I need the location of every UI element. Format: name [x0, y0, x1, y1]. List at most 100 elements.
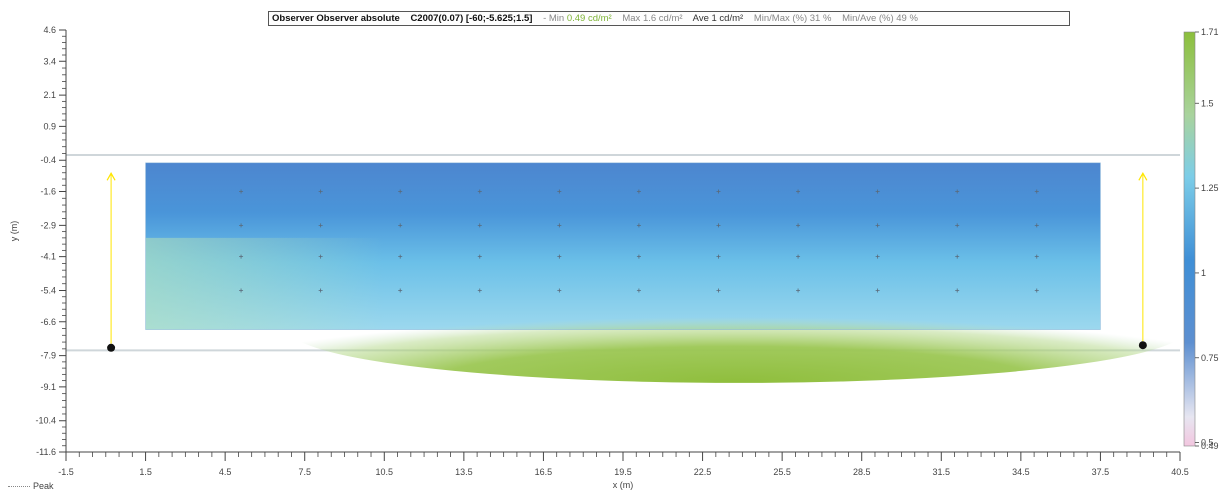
grid-point-marker	[875, 223, 880, 228]
header-min-value: 0.49 cd/m²	[566, 13, 612, 24]
grid-point-marker	[1034, 254, 1039, 259]
header-minmax: Min/Max (%) 31 %	[753, 13, 832, 24]
grid-point-marker	[955, 254, 960, 259]
y-tick-label: -4.1	[40, 252, 56, 262]
peak-legend-label: Peak	[33, 481, 54, 491]
grid-point-marker	[636, 254, 641, 259]
grid-point-marker	[477, 223, 482, 228]
grid-point-marker	[477, 288, 482, 293]
x-tick-label: 4.5	[219, 467, 232, 477]
x-tick-label: 1.5	[139, 467, 152, 477]
x-tick-label: -1.5	[58, 467, 74, 477]
colorbar-gradient	[1183, 31, 1196, 447]
x-tick-label: 19.5	[614, 467, 632, 477]
y-tick-label: -6.6	[40, 317, 56, 327]
observer-arrow-head	[106, 172, 116, 181]
header-ave: Ave 1 cd/m²	[692, 13, 744, 24]
grid-point-marker	[477, 189, 482, 194]
grid-point-marker	[557, 288, 562, 293]
x-tick-label: 10.5	[376, 467, 394, 477]
observer-markers	[106, 172, 1148, 352]
x-tick-label: 40.5	[1171, 467, 1189, 477]
colorbar: 1.71 1.5 1.25 1 0.75 0.50.49	[1183, 27, 1219, 451]
grid-point-marker	[955, 288, 960, 293]
grid-point-marker	[318, 189, 323, 194]
colorbar-tick-label: 0.75	[1201, 353, 1219, 363]
observer-arrow-head	[1138, 172, 1148, 181]
grid-point-marker	[716, 223, 721, 228]
grid-point-marker	[716, 288, 721, 293]
colorbar-tick-label: 1.25	[1201, 183, 1219, 193]
y-tick-label: -9.1	[40, 382, 56, 392]
header-title: Observer Observer absolute	[272, 13, 400, 24]
grid-point-marker	[875, 254, 880, 259]
x-tick-label: 37.5	[1092, 467, 1110, 477]
grid-point-marker	[875, 189, 880, 194]
grid-point-marker	[557, 223, 562, 228]
grid-point-marker	[636, 223, 641, 228]
colorbar-tick-label: 1.5	[1201, 98, 1214, 108]
x-tick-label: 13.5	[455, 467, 473, 477]
y-tick-label: 0.9	[43, 121, 56, 131]
grid-point-marker	[239, 189, 244, 194]
grid-point-marker	[318, 254, 323, 259]
grid-point-marker	[636, 288, 641, 293]
colorbar-tick-label: 1	[1201, 268, 1206, 278]
x-tick-label: 16.5	[535, 467, 553, 477]
x-tick-label: 31.5	[933, 467, 951, 477]
y-tick-label: -10.4	[35, 416, 56, 426]
observer-dot	[107, 343, 116, 352]
heatmap-grid	[145, 162, 1187, 383]
y-tick-label: -5.4	[40, 285, 56, 295]
x-axis-label: x (m)	[613, 480, 634, 490]
grid-point-marker	[239, 254, 244, 259]
y-tick-label: -11.6	[36, 447, 56, 457]
grid-point-marker	[955, 189, 960, 194]
grid-point-marker	[477, 254, 482, 259]
y-tick-label: -2.9	[40, 220, 56, 230]
colorbar-tick-label: 0.5	[1201, 438, 1214, 448]
grid-point-marker	[636, 189, 641, 194]
header-min-label: - Min	[543, 13, 565, 24]
grid-point-marker	[398, 288, 403, 293]
grid-point-marker	[239, 223, 244, 228]
grid-point-marker	[318, 288, 323, 293]
y-axis-label: y (m)	[9, 221, 19, 242]
grid-point-marker	[796, 223, 801, 228]
x-tick-label: 34.5	[1012, 467, 1030, 477]
y-axis: 4.6 3.4 2.1 0.9 -0.4 -1.6 -2.9 -4.1 -5.4 -6.6 -7.9…	[9, 25, 67, 457]
y-tick-label: -0.4	[40, 155, 56, 165]
header-params: C2007(0.07) [-60;-5.625;1.5]	[410, 13, 533, 24]
x-axis: -1.5 1.5 4.5 7.5 10.5 13.5 16.5 19.5 22.5 25.5 28.…	[58, 451, 1189, 490]
x-tick-label: 22.5	[694, 467, 712, 477]
grid-point-marker	[796, 254, 801, 259]
header-max: Max 1.6 cd/m²	[622, 13, 683, 24]
grid-point-marker	[1034, 223, 1039, 228]
y-tick-label: 4.6	[43, 25, 56, 35]
x-tick-label: 28.5	[853, 467, 871, 477]
grid-point-marker	[1034, 189, 1039, 194]
peak-legend: Peak	[8, 481, 54, 491]
grid-point-marker	[557, 189, 562, 194]
observer-dot	[1138, 341, 1147, 350]
x-tick-label: 7.5	[298, 467, 311, 477]
calc-header-strip: Observer Observer absolute C2007(0.07) […	[268, 11, 1070, 26]
y-tick-label: -1.6	[40, 187, 56, 197]
x-tick-label: 25.5	[773, 467, 791, 477]
y-tick-label: 2.1	[43, 90, 56, 100]
y-tick-label: -7.9	[40, 351, 56, 361]
grid-point-marker	[875, 288, 880, 293]
grid-point-marker	[716, 254, 721, 259]
grid-point-marker	[398, 223, 403, 228]
grid-point-marker	[318, 223, 323, 228]
grid-point-marker	[1034, 288, 1039, 293]
grid-point-marker	[796, 189, 801, 194]
colorbar-tick-label: 0.49	[1201, 441, 1219, 451]
grid-point-marker	[557, 254, 562, 259]
grid-point-marker	[796, 288, 801, 293]
header-minave: Min/Ave (%) 49 %	[842, 13, 918, 24]
heatmap-border	[145, 162, 1101, 330]
grid-point-marker	[398, 254, 403, 259]
